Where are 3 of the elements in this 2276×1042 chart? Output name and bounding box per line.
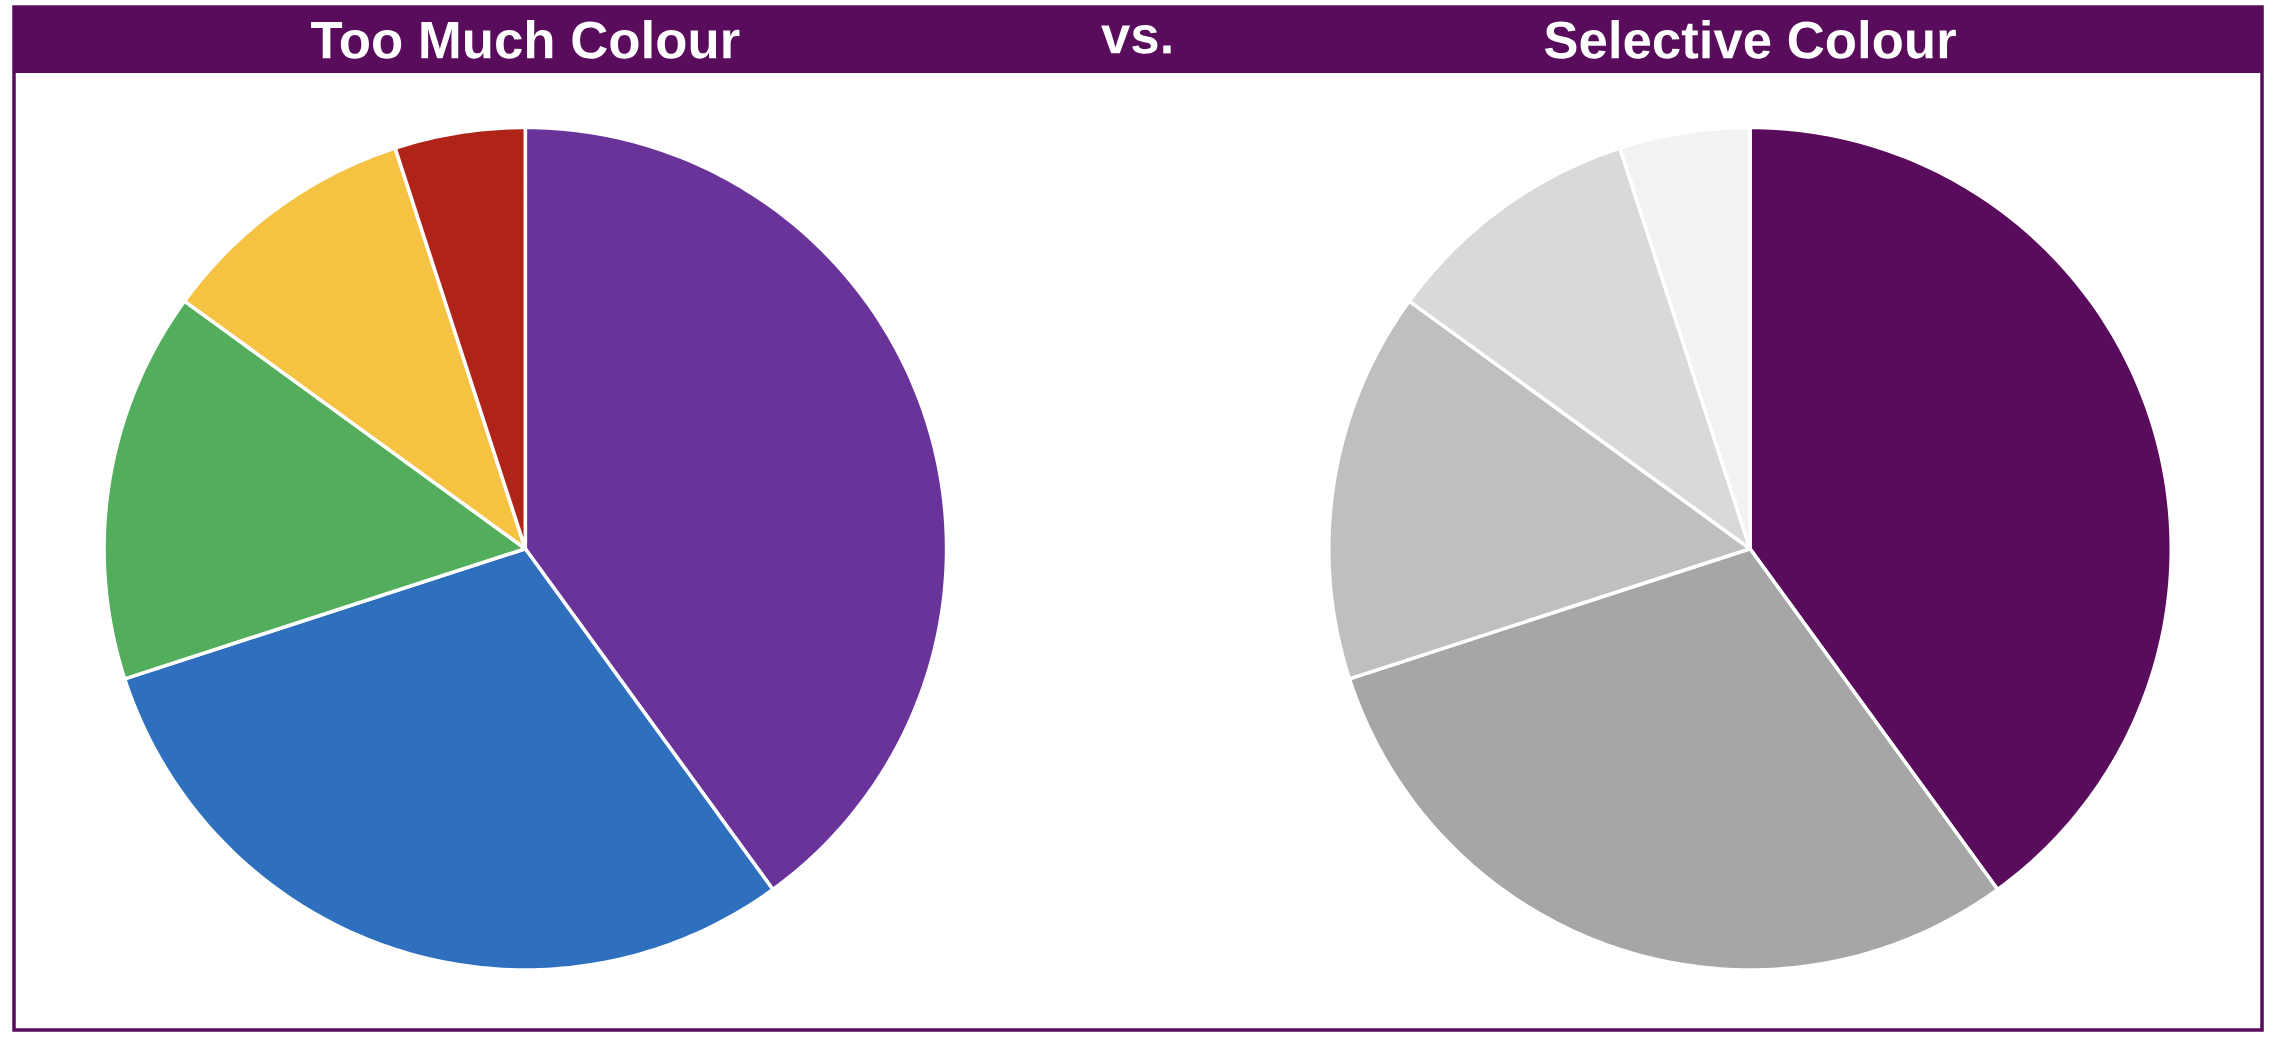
text: vs.: [1101, 24, 1171, 54]
chart-title: Selective Colour: [1544, 20, 1956, 59]
chart-title: Too Much Colour: [311, 20, 740, 59]
